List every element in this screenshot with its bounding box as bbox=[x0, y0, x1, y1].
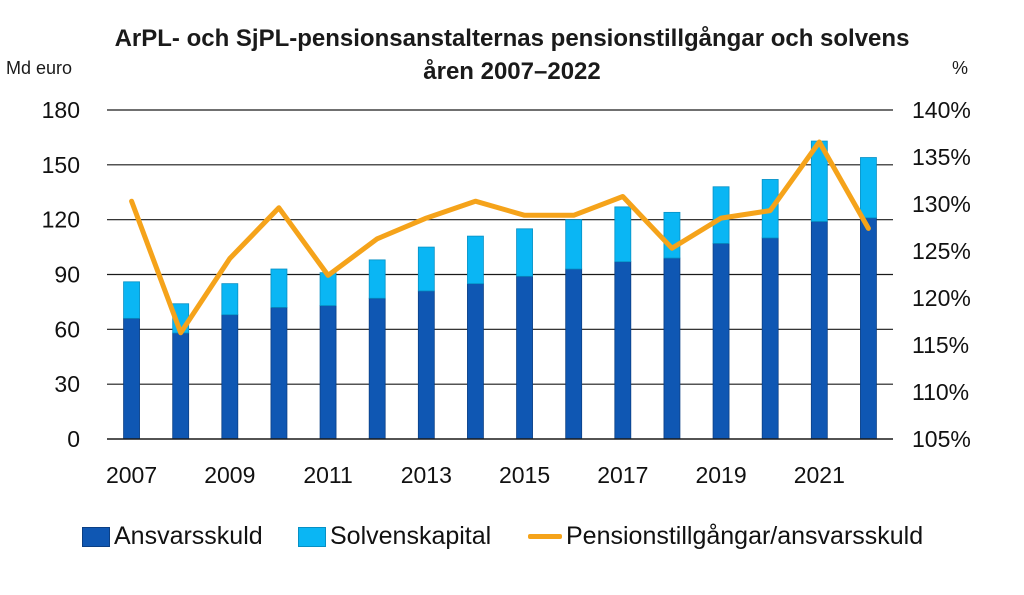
bar-solvenskapital bbox=[663, 211, 681, 259]
y-left-tick-label: 60 bbox=[54, 316, 80, 342]
bar-ansvarsskuld bbox=[761, 237, 779, 440]
bar-series bbox=[123, 140, 877, 440]
y-right-tick-label: 140% bbox=[912, 97, 971, 123]
bar-ansvarsskuld bbox=[516, 275, 533, 440]
y-right-tick-label: 105% bbox=[912, 426, 971, 452]
x-tick-label: 2015 bbox=[499, 462, 550, 488]
bar-ansvarsskuld bbox=[123, 317, 140, 440]
bar-solvenskapital bbox=[860, 157, 877, 219]
bar-solvenskapital bbox=[614, 206, 632, 263]
legend-line-pensionstillgangar bbox=[528, 534, 562, 539]
bar-ansvarsskuld bbox=[467, 283, 484, 440]
legend-swatch-ansvarsskuld bbox=[82, 526, 110, 547]
y-left-tick-label: 0 bbox=[67, 426, 80, 452]
legend-swatch-solvenskapital bbox=[298, 526, 326, 547]
legend-label-ansvarsskuld: Ansvarsskuld bbox=[114, 522, 263, 550]
bar-ansvarsskuld bbox=[368, 297, 386, 440]
y-left-tick-label: 180 bbox=[42, 97, 80, 123]
legend-label-solvenskapital: Solvenskapital bbox=[330, 522, 492, 550]
y-right-tick-label: 130% bbox=[912, 191, 971, 217]
bar-ansvarsskuld bbox=[810, 221, 828, 440]
y-left-tick-label: 30 bbox=[54, 371, 80, 397]
chart-title: ArPL- och SjPL-pensionsanstalternas pens… bbox=[112, 22, 912, 88]
y-right-tick-label: 115% bbox=[912, 332, 969, 358]
line-series bbox=[129, 139, 871, 336]
y-left-tick-label: 150 bbox=[42, 152, 80, 178]
y-left-tick-label: 120 bbox=[42, 207, 80, 233]
y-right-tick-label: 120% bbox=[912, 285, 971, 311]
legend-label-pensionstillgangar: Pensionstillgångar/ansvarsskuld bbox=[566, 522, 924, 550]
bar-solvenskapital bbox=[467, 235, 484, 285]
bar-ansvarsskuld bbox=[270, 306, 288, 440]
x-tick-label: 2011 bbox=[303, 462, 352, 488]
legend: Ansvarsskuld Solvenskapital Pensionstill… bbox=[0, 522, 1024, 558]
bar-ansvarsskuld bbox=[565, 268, 583, 440]
line-pensionstillgangar bbox=[129, 139, 871, 336]
chart-title-line-2: åren 2007–2022 bbox=[423, 58, 601, 85]
bar-ansvarsskuld bbox=[712, 243, 730, 440]
x-tick-label: 2007 bbox=[106, 462, 157, 488]
x-tick-label: 2021 bbox=[794, 462, 845, 488]
x-tick-label: 2009 bbox=[204, 462, 255, 488]
y-right-tick-label: 135% bbox=[912, 144, 971, 170]
right-axis-unit-label: % bbox=[952, 58, 969, 78]
bar-solvenskapital bbox=[565, 219, 583, 270]
bar-ansvarsskuld bbox=[172, 332, 190, 440]
y-left-tick-label: 90 bbox=[54, 262, 80, 288]
bar-ansvarsskuld bbox=[663, 257, 681, 440]
legend-item-ansvarsskuld: Ansvarsskuld bbox=[82, 522, 263, 551]
y-right-tick-label: 110% bbox=[912, 379, 969, 405]
bar-solvenskapital bbox=[123, 281, 140, 319]
y-right-tick-label: 125% bbox=[912, 238, 971, 264]
legend-item-pensionstillgangar: Pensionstillgångar/ansvarsskuld bbox=[528, 522, 923, 551]
x-tick-label: 2013 bbox=[401, 462, 452, 488]
bar-solvenskapital bbox=[221, 283, 239, 316]
bar-solvenskapital bbox=[368, 259, 386, 299]
bar-ansvarsskuld bbox=[319, 305, 337, 440]
chart-title-line-1: ArPL- och SjPL-pensionsanstalternas pens… bbox=[114, 25, 910, 52]
bar-ansvarsskuld bbox=[614, 261, 632, 440]
bar-ansvarsskuld bbox=[221, 314, 239, 440]
bar-solvenskapital bbox=[417, 246, 435, 292]
bar-ansvarsskuld bbox=[860, 217, 877, 440]
legend-item-solvenskapital: Solvenskapital bbox=[298, 522, 491, 551]
bar-ansvarsskuld bbox=[417, 290, 435, 440]
bar-solvenskapital bbox=[516, 228, 533, 277]
left-axis-unit-label: Md euro bbox=[6, 58, 73, 78]
x-tick-label: 2019 bbox=[695, 462, 746, 488]
axes: 0 30 60 90 120 150 180 105% 110% 115% 120% 125% 130%… bbox=[42, 97, 971, 488]
x-tick-label: 2017 bbox=[597, 462, 648, 488]
bar-solvenskapital bbox=[270, 268, 288, 308]
